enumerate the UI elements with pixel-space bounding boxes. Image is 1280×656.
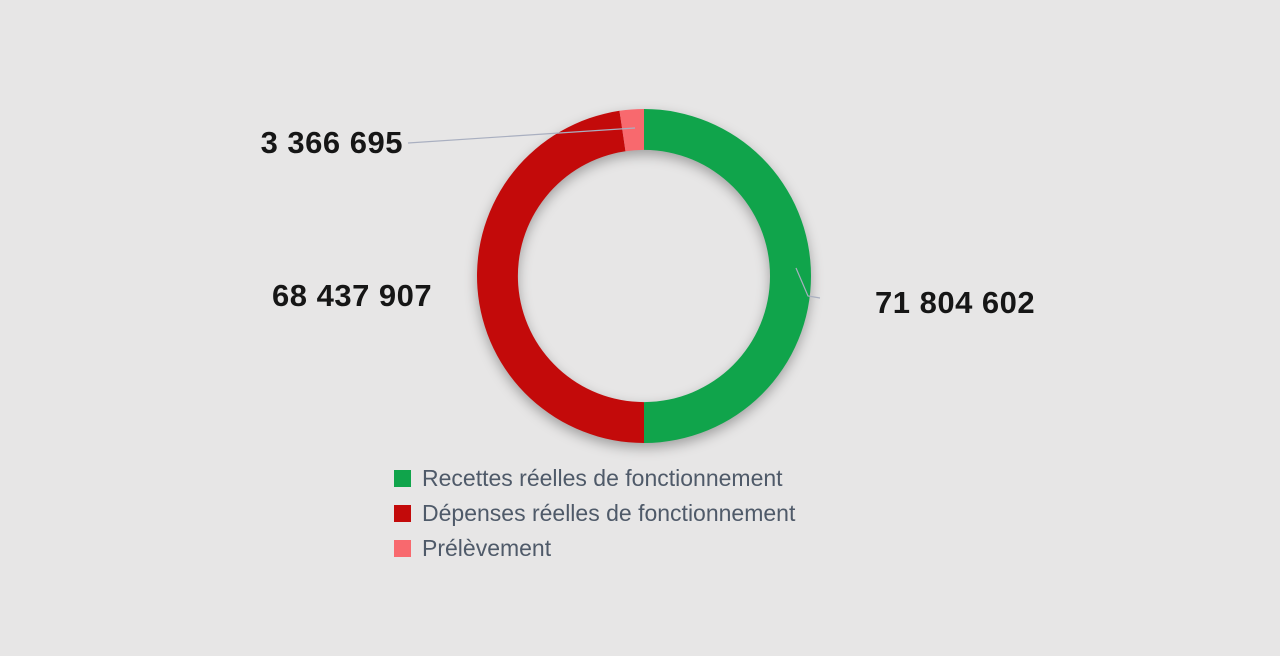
legend-swatch-depenses <box>394 505 411 522</box>
donut-slice-2 <box>619 109 644 152</box>
legend-item-recettes: Recettes réelles de fonctionnement <box>394 466 795 491</box>
leader-line-recettes <box>795 267 821 299</box>
legend-item-depenses: Dépenses réelles de fonctionnement <box>394 501 795 526</box>
donut-slice-1 <box>477 110 644 443</box>
legend-label-depenses: Dépenses réelles de fonctionnement <box>422 500 796 526</box>
leader-line-prelevement <box>407 127 636 144</box>
data-label-recettes: 71 804 602 <box>875 285 1036 320</box>
legend-item-prelevement: Prélèvement <box>394 536 795 561</box>
leader-lines <box>407 127 821 299</box>
legend-label-recettes: Recettes réelles de fonctionnement <box>422 465 783 491</box>
legend: Recettes réelles de fonctionnement Dépen… <box>394 466 795 561</box>
data-label-depenses: 68 437 907 <box>272 278 433 313</box>
data-label-prelevement: 3 366 695 <box>260 125 403 160</box>
donut-slice-0 <box>644 109 811 443</box>
legend-swatch-recettes <box>394 470 411 487</box>
legend-label-prelevement: Prélèvement <box>422 535 552 561</box>
donut-slices <box>477 109 811 443</box>
legend-swatch-prelevement <box>394 540 411 557</box>
